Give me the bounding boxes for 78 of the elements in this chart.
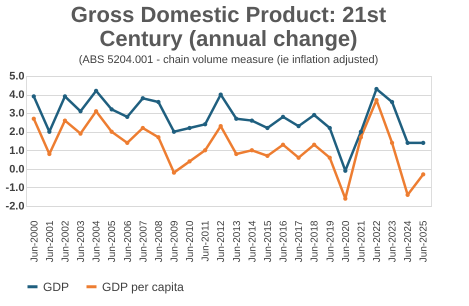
point [125, 114, 130, 119]
x-tick-label: Jun-2003 [76, 220, 88, 262]
y-tick-label: 2.0 [9, 126, 24, 138]
y-tick-label: 3.0 [9, 108, 24, 120]
point [110, 107, 114, 112]
point [78, 131, 83, 136]
y-tick-label: 0.0 [9, 163, 24, 176]
text: Gross Domestic Product: 21st [70, 2, 386, 27]
point [156, 100, 161, 104]
text: Century (annual change) [100, 26, 358, 51]
point [358, 130, 364, 134]
point [172, 130, 176, 134]
point [140, 96, 145, 100]
x-tick-label: Jun-2011 [200, 220, 212, 262]
point [125, 140, 130, 145]
point [280, 114, 286, 119]
x-tick-label: Jun-2021 [356, 220, 368, 262]
x-tick-label: Jun-2017 [294, 220, 306, 262]
point [187, 159, 192, 164]
point [406, 140, 410, 145]
point [390, 100, 394, 104]
legend-label: GDP [43, 280, 70, 294]
point [328, 156, 332, 160]
y-tick-label: 4.0 [9, 89, 24, 102]
y-tick-label: 1.0 [9, 144, 24, 157]
point [32, 116, 36, 121]
y-tick-label: -1.0 [6, 182, 24, 194]
point [203, 122, 208, 126]
x-tick-label: Jun-2020 [340, 220, 352, 262]
x-tick-label: Jun-2006 [122, 220, 134, 262]
point [203, 148, 208, 152]
y-tick-label: 5.0 [9, 70, 24, 82]
point [296, 156, 301, 160]
point [265, 126, 270, 130]
point [32, 94, 36, 99]
point [421, 140, 426, 145]
x-tick-label: Jun-2007 [138, 220, 150, 262]
x-tick-label: Jun-2018 [310, 220, 321, 262]
point [421, 172, 426, 177]
point [187, 126, 192, 130]
x-tick-label: Jun-2001 [44, 220, 56, 262]
x-tick-label: Jun-2013 [232, 220, 243, 262]
point [94, 88, 98, 93]
x-tick-label: Jun-2010 [185, 220, 196, 262]
x-tick-label: Jun-2019 [325, 220, 336, 262]
point [390, 140, 394, 145]
chart-subtitle: (ABS 5204.001 - chain volume measure (ie inflation adjusted) [78, 54, 378, 66]
x-tick-label: Jun-2022 [372, 220, 383, 262]
legend-label: GDP per capita [102, 280, 184, 294]
x-tick-label: Jun-2016 [278, 220, 290, 262]
x-tick-label: Jun-2023 [388, 220, 399, 262]
x-tick-label: Jun-2012 [216, 220, 228, 262]
point [328, 126, 332, 130]
x-tick-label: Jun-2014 [247, 220, 258, 262]
point [358, 135, 364, 140]
x-tick-label: Jun-2015 [262, 220, 274, 262]
x-tick-label: Jun-2009 [169, 220, 180, 262]
point [296, 124, 301, 128]
x-tick-label: Jun-2008 [154, 220, 165, 262]
point [234, 152, 238, 156]
point [250, 148, 254, 152]
x-tick-label: Jun-2025 [418, 220, 430, 262]
point [312, 142, 316, 147]
x-tick-label: Jun-2004 [92, 220, 103, 262]
point [110, 130, 114, 134]
point [280, 142, 286, 147]
x-tick-label: Jun-2005 [107, 220, 118, 262]
point [78, 109, 83, 114]
point [312, 112, 316, 118]
point [265, 154, 270, 158]
y-tick-label: -2.0 [6, 200, 24, 212]
point [250, 118, 254, 123]
point [140, 126, 145, 130]
x-tick-label: Jun-2002 [60, 220, 72, 262]
x-tick-label: Jun-2000 [29, 220, 40, 262]
point [234, 116, 238, 121]
x-tick-label: Jun-2024 [403, 220, 414, 262]
point [156, 135, 161, 140]
